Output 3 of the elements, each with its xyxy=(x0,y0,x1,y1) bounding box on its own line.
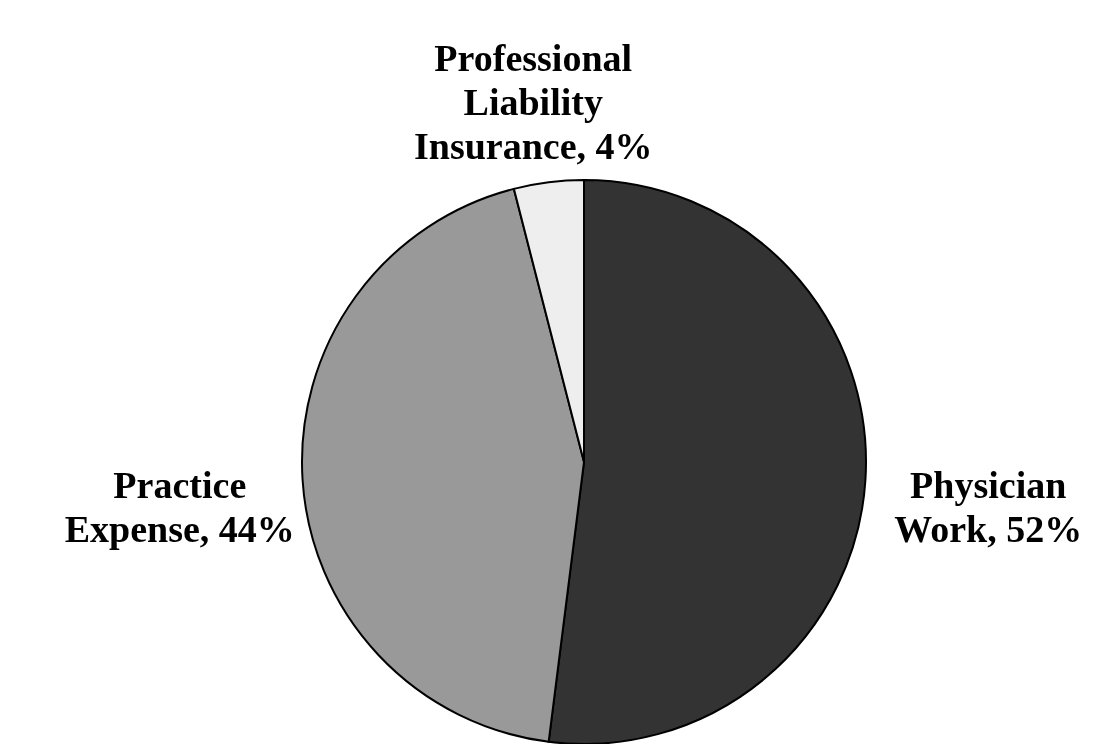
slice-label: Professional Liability Insurance, 4% xyxy=(413,37,653,168)
slice-label: Physician Work, 52% xyxy=(894,464,1083,551)
slice-label: Practice Expense, 44% xyxy=(64,464,295,551)
